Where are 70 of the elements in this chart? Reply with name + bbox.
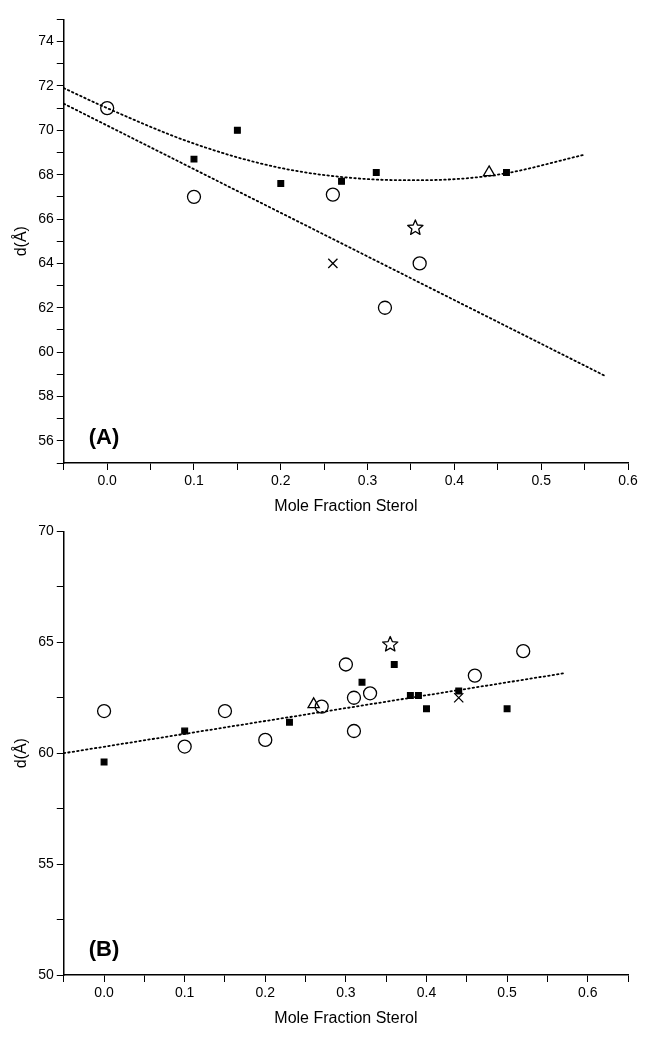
x-tick-label: 0.4 (416, 984, 437, 1001)
point (285, 718, 293, 726)
point (412, 256, 427, 271)
point (325, 187, 341, 202)
x-tick-label: 0.2 (255, 984, 276, 1001)
point (406, 692, 414, 700)
point (338, 177, 346, 185)
point (277, 180, 285, 188)
point (100, 100, 115, 116)
point (177, 739, 192, 754)
x-tick-label: 0.4 (444, 472, 465, 489)
y-tick-label: 64 (38, 254, 54, 271)
point (217, 703, 233, 719)
y-tick-label: 58 (38, 387, 54, 404)
x-tick-label: 0.3 (336, 984, 356, 1001)
point (307, 697, 320, 709)
y-tick-label: 60 (38, 744, 54, 761)
y-tick-label: 55 (38, 854, 54, 871)
x-tick-label: 0.1 (184, 472, 204, 489)
point (346, 723, 362, 739)
point (186, 189, 202, 204)
y-tick-label: 70 (38, 522, 54, 539)
x-tick-label: 0.2 (271, 472, 291, 489)
point (516, 644, 531, 659)
y-tick-label: 60 (38, 342, 54, 359)
point (503, 705, 511, 713)
point (414, 692, 422, 700)
point (346, 690, 362, 705)
point (314, 699, 329, 714)
y-tick-label: 68 (38, 165, 54, 182)
y-tick-label: 70 (38, 121, 54, 138)
y-tick-label: 65 (38, 633, 54, 650)
point (100, 758, 108, 766)
x-tick-label: 0.1 (174, 984, 195, 1001)
point (482, 165, 496, 177)
point (455, 687, 463, 695)
y-tick-label: 66 (38, 209, 54, 226)
point (372, 168, 380, 176)
y-tick-label: 74 (38, 32, 54, 49)
y-tick-label: 50 (38, 965, 54, 982)
point (390, 661, 398, 668)
x-axis-title: Mole Fraction Sterol (274, 1008, 418, 1026)
point (407, 219, 424, 236)
x-tick-label: 0.6 (577, 984, 598, 1001)
y-tick-label: 72 (38, 76, 54, 93)
point (467, 668, 482, 683)
point (233, 126, 241, 134)
point (377, 300, 393, 315)
x-tick-label: 0.5 (497, 984, 518, 1001)
point (338, 657, 354, 672)
x-tick-label: 0.5 (531, 472, 552, 489)
x-axis-title: Mole Fraction Sterol (274, 496, 418, 514)
x-tick-label: 0.6 (618, 472, 638, 489)
point (96, 703, 112, 719)
y-tick-label: 56 (38, 431, 54, 448)
x-tick-label: 0.3 (357, 472, 378, 489)
annotation: (A) (88, 424, 120, 450)
point (423, 705, 430, 713)
point (258, 732, 273, 748)
annotation: (B) (88, 936, 120, 962)
y-tick-label: 62 (38, 298, 54, 315)
point (453, 692, 464, 703)
y-axis-title: d(Å) (11, 738, 30, 769)
x-tick-label: 0.0 (94, 984, 115, 1001)
point (503, 168, 510, 176)
point (327, 258, 339, 269)
point (381, 635, 399, 652)
x-tick-label: 0.0 (97, 472, 118, 489)
y-axis-title: d(Å) (11, 226, 30, 257)
point (362, 686, 378, 701)
